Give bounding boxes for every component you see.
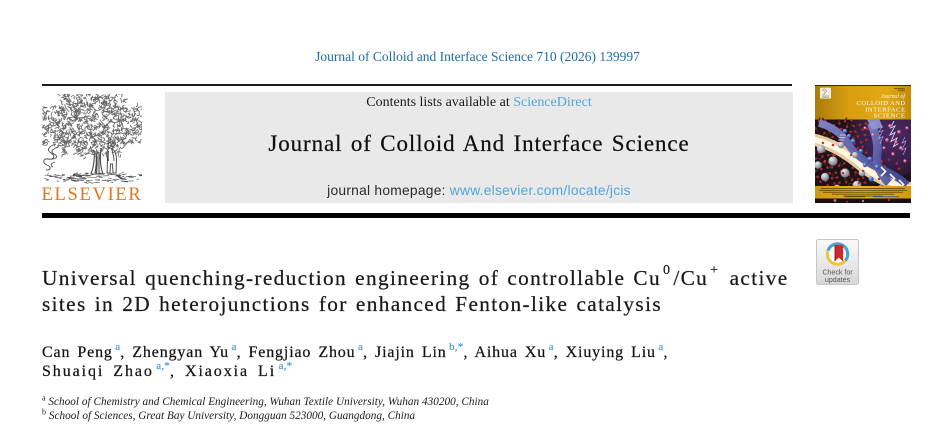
svg-text:COLLOID AND: COLLOID AND (857, 100, 906, 107)
svg-text:INTERFACE: INTERFACE (865, 106, 905, 113)
svg-text:Journal of: Journal of (881, 93, 906, 100)
svg-text:Check for: Check for (822, 268, 853, 276)
svg-text:updates: updates (825, 276, 851, 284)
svg-text:SCIENCE: SCIENCE (874, 113, 906, 120)
